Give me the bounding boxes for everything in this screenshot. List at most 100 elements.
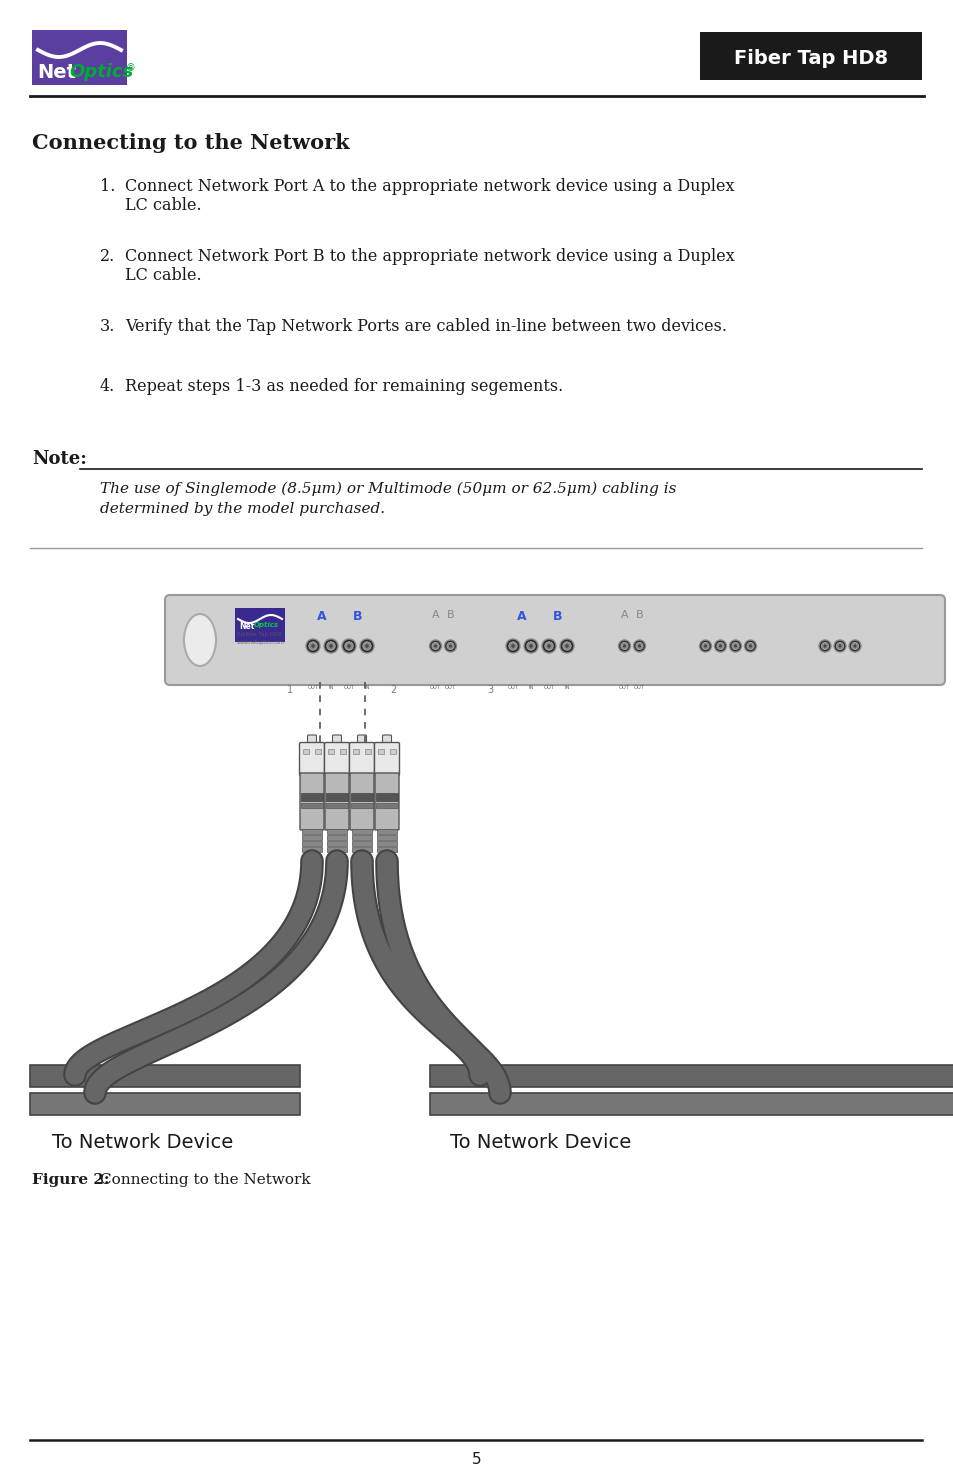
Text: OUT: OUT [343, 684, 355, 690]
Circle shape [508, 642, 517, 650]
Bar [302, 835, 322, 839]
Circle shape [562, 642, 571, 650]
Circle shape [729, 640, 740, 652]
Bar [376, 835, 396, 839]
Circle shape [505, 639, 519, 653]
Bar [375, 804, 397, 808]
Text: The use of Singlemode (8.5μm) or Multimode (50μm or 62.5μm) cabling is: The use of Singlemode (8.5μm) or Multimo… [100, 482, 676, 497]
Bar [302, 841, 322, 847]
Text: OUT: OUT [507, 684, 518, 690]
Text: OUT: OUT [543, 684, 554, 690]
Text: Net: Net [37, 63, 76, 83]
Circle shape [327, 642, 335, 650]
FancyBboxPatch shape [357, 735, 366, 745]
Bar [32, 30, 127, 86]
Circle shape [848, 640, 861, 652]
Circle shape [714, 640, 726, 652]
Circle shape [746, 643, 753, 649]
Bar [351, 794, 373, 801]
Bar [303, 749, 309, 754]
Bar [302, 847, 322, 853]
Circle shape [716, 643, 723, 649]
Circle shape [432, 643, 438, 649]
Circle shape [547, 645, 550, 648]
Circle shape [838, 645, 841, 648]
Text: B: B [353, 611, 362, 622]
Circle shape [733, 645, 737, 648]
Bar [365, 749, 371, 754]
Text: 2: 2 [390, 684, 395, 695]
Circle shape [748, 645, 751, 648]
Text: OUT: OUT [634, 684, 644, 690]
Bar [302, 829, 322, 833]
Bar [377, 749, 384, 754]
Circle shape [622, 645, 625, 648]
Text: To Network Device: To Network Device [450, 1133, 631, 1152]
Text: Connect Network Port B to the appropriate network device using a Duplex: Connect Network Port B to the appropriat… [125, 248, 734, 266]
Bar [352, 829, 372, 833]
Text: Connect Network Port A to the appropriate network device using a Duplex: Connect Network Port A to the appropriat… [125, 178, 734, 195]
Circle shape [544, 642, 553, 650]
FancyBboxPatch shape [307, 735, 316, 745]
Bar [301, 804, 323, 808]
Text: Fiber Tap HD8: Fiber Tap HD8 [733, 49, 887, 68]
Circle shape [822, 645, 825, 648]
Text: Splitter Tap HD8: Splitter Tap HD8 [236, 631, 281, 637]
Bar [351, 804, 373, 808]
Circle shape [559, 639, 574, 653]
Bar [339, 749, 346, 754]
Text: Verify that the Tap Network Ports are cabled in-line between two devices.: Verify that the Tap Network Ports are ca… [125, 319, 726, 335]
Circle shape [833, 640, 845, 652]
Bar [326, 794, 348, 801]
Text: IN: IN [364, 684, 370, 690]
Text: A: A [316, 611, 327, 622]
Text: IN: IN [528, 684, 533, 690]
Circle shape [444, 640, 456, 652]
Circle shape [523, 639, 537, 653]
Bar [376, 847, 396, 853]
Circle shape [362, 642, 371, 650]
Bar [376, 841, 396, 847]
Circle shape [309, 642, 316, 650]
Text: 1: 1 [287, 684, 293, 695]
FancyBboxPatch shape [299, 773, 324, 830]
Text: OUT: OUT [430, 684, 440, 690]
Circle shape [620, 643, 627, 649]
Bar [234, 608, 285, 642]
Text: Note:: Note: [32, 450, 87, 468]
Text: IN: IN [564, 684, 569, 690]
Circle shape [446, 643, 454, 649]
Circle shape [541, 639, 556, 653]
Circle shape [638, 645, 640, 648]
Circle shape [365, 645, 369, 648]
Text: B: B [446, 611, 454, 620]
Circle shape [434, 645, 436, 648]
Circle shape [359, 639, 374, 653]
Text: 1.: 1. [100, 178, 115, 195]
Text: determined by the model purchased.: determined by the model purchased. [100, 502, 385, 516]
Text: B: B [635, 611, 642, 620]
Bar [30, 1065, 299, 1087]
Circle shape [743, 640, 756, 652]
Circle shape [306, 639, 319, 653]
FancyBboxPatch shape [325, 773, 349, 830]
Circle shape [341, 639, 355, 653]
Circle shape [324, 639, 337, 653]
Circle shape [701, 643, 708, 649]
Bar [375, 794, 397, 801]
Circle shape [429, 640, 441, 652]
FancyBboxPatch shape [349, 742, 375, 776]
Circle shape [636, 643, 642, 649]
Circle shape [850, 643, 858, 649]
Circle shape [565, 645, 568, 648]
Text: LC cable.: LC cable. [125, 267, 201, 285]
Bar [352, 841, 372, 847]
FancyBboxPatch shape [165, 594, 944, 684]
Circle shape [347, 645, 351, 648]
Bar [430, 1065, 953, 1087]
Text: To Network Device: To Network Device [52, 1133, 233, 1152]
FancyBboxPatch shape [350, 773, 374, 830]
Bar [353, 749, 358, 754]
Text: OUT: OUT [307, 684, 318, 690]
Circle shape [511, 645, 515, 648]
